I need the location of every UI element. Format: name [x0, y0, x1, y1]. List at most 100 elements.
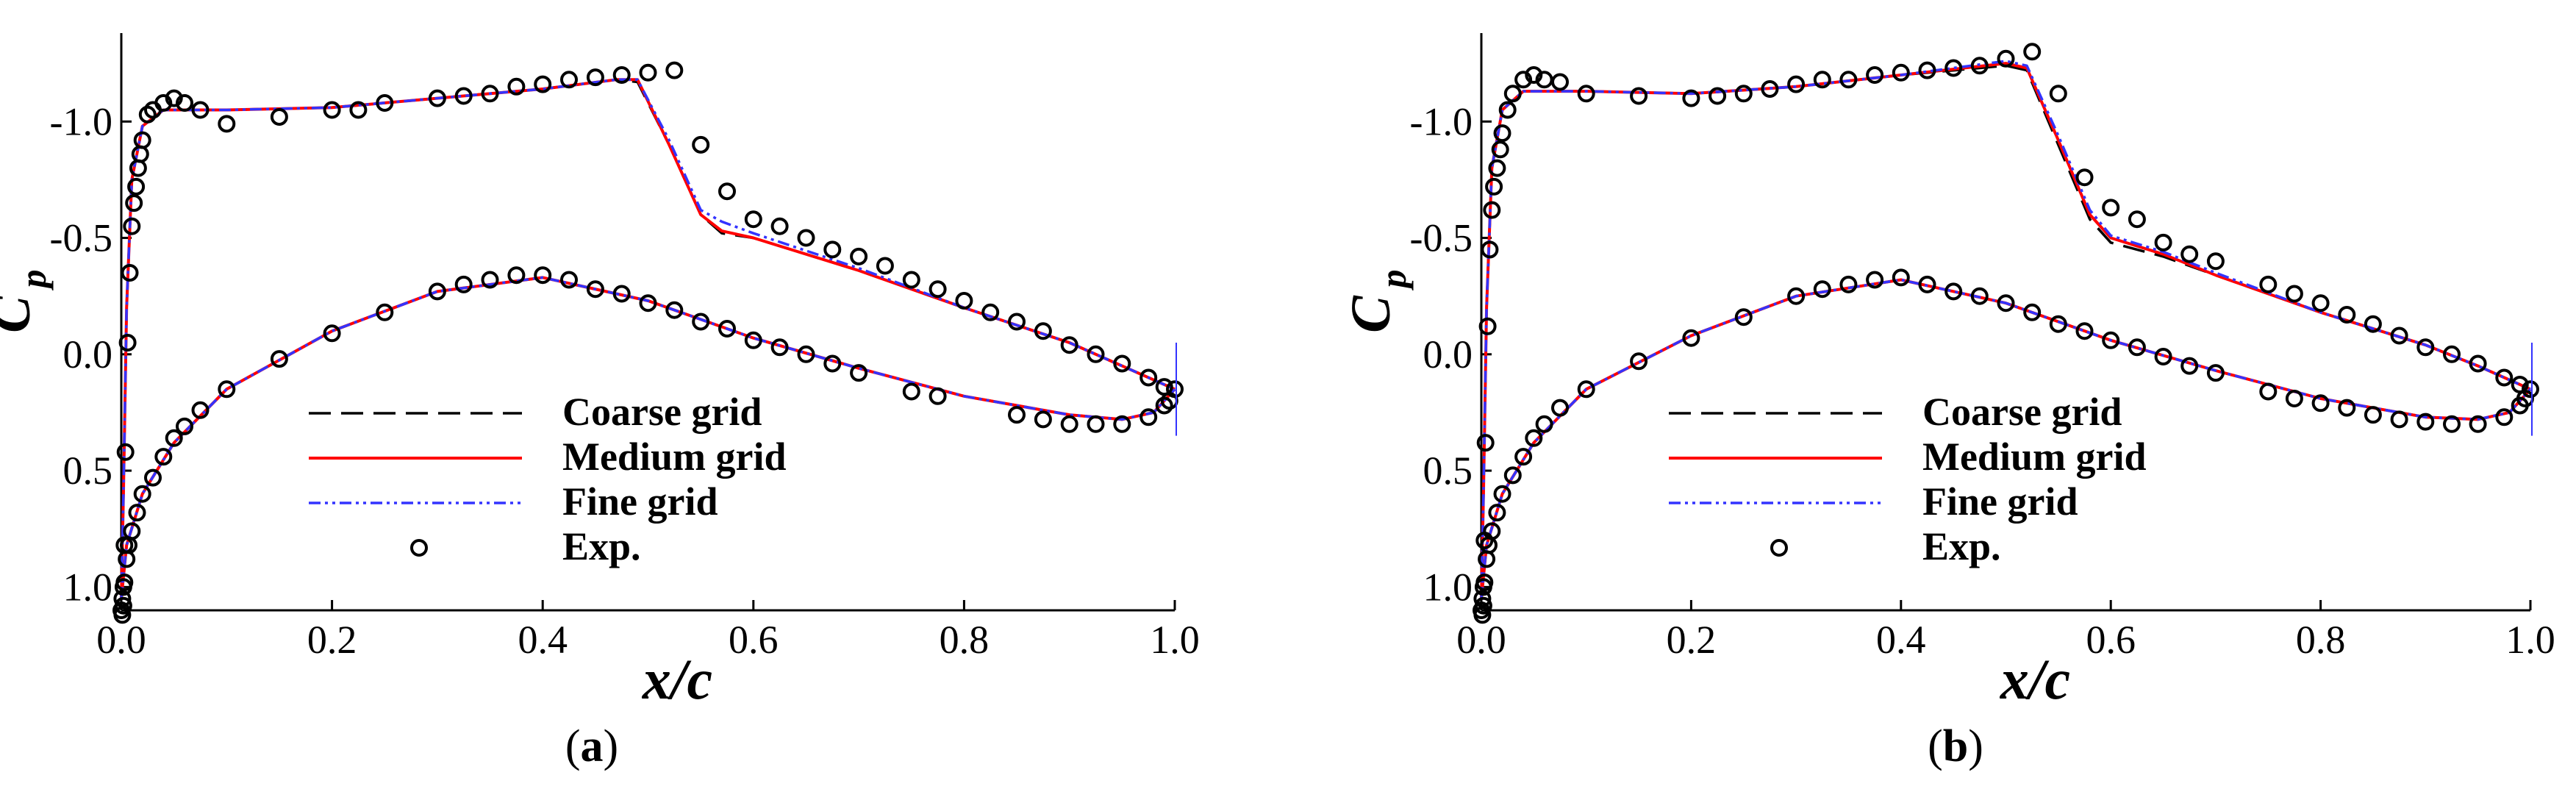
- exp-data-point: [507, 266, 526, 285]
- exp-data-point: [1892, 268, 1910, 287]
- exp-data-point: [1630, 87, 1648, 105]
- panel-caption: (a): [565, 721, 618, 771]
- exp-data-point: [639, 294, 657, 313]
- exp-data-point: [902, 271, 920, 289]
- exp-data-point: [376, 303, 394, 321]
- exp-data-point: [2023, 43, 2042, 61]
- caption-close-paren: ): [604, 721, 619, 771]
- exp-data-point: [1474, 596, 1492, 615]
- exp-data-point: [2128, 210, 2146, 229]
- caption-open-paren: (: [1928, 721, 1943, 771]
- legend-entry-label: Exp.: [562, 524, 641, 568]
- exp-data-point: [218, 115, 236, 133]
- exp-data-point: [128, 504, 146, 522]
- y-tick-label: -1.0: [1410, 99, 1473, 143]
- x-tick-label: 0.8: [2296, 618, 2346, 662]
- exp-data-point: [718, 320, 736, 338]
- exp-data-point: [176, 94, 193, 112]
- legend-entry-label: Exp.: [1922, 524, 2001, 568]
- exp-data-point: [1498, 101, 1517, 119]
- exp-data-point: [2443, 415, 2461, 433]
- exp-data-point: [454, 87, 473, 105]
- exp-data-point: [2338, 306, 2356, 324]
- exp-data-point: [323, 101, 341, 119]
- exp-data-point: [165, 89, 183, 107]
- exp-data-point: [118, 334, 137, 351]
- exp-data-point: [1139, 368, 1158, 387]
- exp-data-point: [123, 217, 141, 235]
- exp-data-point: [770, 217, 789, 235]
- exp-data-point: [586, 68, 604, 87]
- exp-data-point: [1787, 287, 1806, 305]
- legend-entry-label: Medium grid: [562, 435, 787, 479]
- exp-data-point: [1682, 89, 1700, 107]
- exp-data-point: [850, 247, 868, 265]
- exp-data-point: [1551, 399, 1569, 417]
- exp-data-point: [1087, 345, 1105, 363]
- exp-data-point: [981, 303, 1000, 321]
- exp-data-point: [1709, 87, 1727, 105]
- exp-data-point: [929, 387, 947, 405]
- exp-data-point: [2469, 354, 2487, 373]
- exp-data-point: [797, 345, 815, 363]
- exp-data-point: [2023, 303, 2042, 321]
- exp-data-point: [2180, 245, 2199, 263]
- exp-data-point: [2285, 390, 2303, 407]
- exp-data-point: [1944, 282, 1963, 301]
- x-axis-label: x/c: [642, 647, 712, 711]
- caption-close-paren: ): [1968, 721, 1983, 771]
- y-tick-label: -0.5: [50, 216, 112, 260]
- exp-data-point: [2154, 348, 2172, 365]
- exp-data-point: [2390, 326, 2408, 345]
- exp-data-point: [144, 468, 162, 487]
- exp-data-point: [2338, 399, 2356, 417]
- series-line-fine-gridlower: [1480, 278, 2532, 599]
- exp-data-point: [1476, 434, 1495, 452]
- exp-data-point: [744, 331, 762, 349]
- legend-entry-label: Fine grid: [1922, 479, 2078, 524]
- exp-data-point: [639, 63, 657, 82]
- exp-data-point: [1918, 275, 1936, 293]
- caption-letter: a: [581, 721, 604, 771]
- exp-data-point: [1525, 66, 1543, 84]
- exp-data-point: [1577, 85, 1595, 103]
- exp-data-point: [2416, 413, 2435, 431]
- exp-data-point: [1866, 66, 1884, 84]
- exp-data-point: [114, 596, 132, 615]
- exp-data-point: [955, 292, 973, 310]
- y-tick-label: 0.0: [63, 332, 113, 376]
- exp-data-point: [454, 275, 473, 293]
- exp-data-point: [1488, 159, 1506, 177]
- x-tick-label: 0.6: [729, 618, 779, 662]
- exp-data-point: [876, 257, 894, 275]
- exp-data-point: [1525, 429, 1543, 447]
- series-markers-exp: [1473, 43, 2539, 624]
- exp-data-point: [2364, 406, 2382, 424]
- y-axis-label-group: Cp: [0, 270, 54, 333]
- legend-entry-label: Fine grid: [562, 479, 718, 524]
- exp-data-point: [1918, 61, 1936, 79]
- x-tick-label: 0.2: [1667, 618, 1717, 662]
- y-tick-label: 0.5: [1423, 449, 1473, 493]
- exp-data-point: [2259, 382, 2278, 401]
- exp-data-point: [1483, 522, 1501, 540]
- exp-data-point: [1734, 308, 1753, 326]
- exp-data-point: [1481, 240, 1499, 259]
- exp-data-point: [665, 61, 684, 79]
- exp-data-point: [1514, 71, 1533, 89]
- x-tick-label: 1.0: [1150, 618, 1200, 662]
- exp-data-point: [1034, 410, 1052, 429]
- legend-swatch-exp: [410, 539, 428, 557]
- exp-data-point: [560, 71, 578, 89]
- x-tick-label: 0.0: [1456, 618, 1506, 662]
- exp-data-point: [113, 606, 132, 624]
- exp-data-point: [113, 590, 132, 608]
- exp-data-point: [929, 280, 947, 299]
- exp-data-point: [1485, 177, 1503, 196]
- exp-data-point: [133, 485, 151, 503]
- legend-swatch-exp: [1770, 539, 1788, 557]
- exp-data-point: [797, 229, 815, 247]
- y-axis-label: C: [1340, 295, 1402, 333]
- x-tick-label: 0.4: [518, 618, 568, 662]
